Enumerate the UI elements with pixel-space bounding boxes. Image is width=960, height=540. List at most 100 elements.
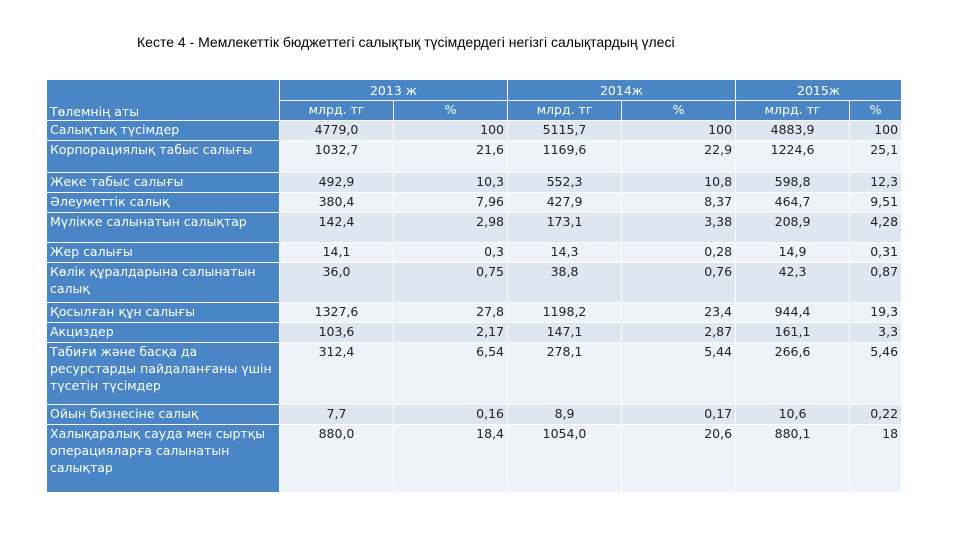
table-row: Халықаралық сауда мен сыртқы операциялар… xyxy=(46,424,903,493)
amount-cell: 492,9 xyxy=(279,172,394,193)
row-label: Ойын бизнесіне салық xyxy=(46,404,280,425)
row-label: Корпорациялық табыс салығы xyxy=(46,140,280,173)
percent-cell: 10,3 xyxy=(392,172,509,193)
percent-cell: 27,8 xyxy=(392,302,509,323)
percent-cell: 0,28 xyxy=(621,242,737,263)
amount-cell: 147,1 xyxy=(507,322,623,343)
percent-cell: 100 xyxy=(392,120,509,141)
unit-2015-amount: млрд. тг xyxy=(735,100,851,121)
table-row: Көлік құралдарына салынатын салық 36,0 0,7… xyxy=(46,262,903,303)
amount-cell: 427,9 xyxy=(507,192,623,213)
percent-cell: 2,87 xyxy=(621,322,737,343)
percent-cell: 6,54 xyxy=(392,342,509,405)
percent-cell: 2,17 xyxy=(392,322,509,343)
row-label: Жер салығы xyxy=(46,242,280,263)
amount-cell: 4779,0 xyxy=(279,120,394,141)
unit-2014-amount: млрд. тг xyxy=(507,100,623,121)
percent-cell: 18,4 xyxy=(392,424,509,493)
amount-cell: 14,1 xyxy=(279,242,394,263)
amount-cell: 173,1 xyxy=(507,212,623,243)
table-row: Корпорациялық табыс салығы 1032,7 21,6 1169… xyxy=(46,140,903,173)
unit-2014-percent: % xyxy=(621,100,737,121)
percent-cell: 0,75 xyxy=(392,262,509,303)
percent-cell: 0,22 xyxy=(849,404,903,425)
percent-cell: 0,87 xyxy=(849,262,903,303)
percent-cell: 0,16 xyxy=(392,404,509,425)
table-row: Табиғи және басқа да ресурстарды пайдала… xyxy=(46,342,903,405)
percent-cell: 0,31 xyxy=(849,242,903,263)
year-2013-header: 2013 ж xyxy=(278,79,509,101)
row-label: Мүлікке салынатын салықтар xyxy=(46,212,280,243)
percent-cell: 100 xyxy=(849,120,903,141)
amount-cell: 14,3 xyxy=(507,242,623,263)
amount-cell: 278,1 xyxy=(507,342,623,405)
unit-2013-amount: млрд. тг xyxy=(279,100,394,121)
amount-cell: 7,7 xyxy=(279,404,394,425)
amount-cell: 161,1 xyxy=(735,322,851,343)
row-label: Көлік құралдарына салынатын салық xyxy=(46,262,280,303)
amount-cell: 1198,2 xyxy=(507,302,623,323)
amount-cell: 1327,6 xyxy=(279,302,394,323)
table-title: Кесте 4 - Мемлекеттік бюджеттегі салықты… xyxy=(137,34,675,50)
row-label: Халықаралық сауда мен сыртқы операциялар… xyxy=(46,424,280,493)
percent-cell: 22,9 xyxy=(621,140,737,173)
percent-cell: 5,46 xyxy=(849,342,903,405)
amount-cell: 1224,6 xyxy=(735,140,851,173)
row-label: Қосылған құн салығы xyxy=(46,302,280,323)
amount-cell: 1032,7 xyxy=(279,140,394,173)
year-2015-header: 2015ж xyxy=(735,79,903,101)
percent-cell: 2,98 xyxy=(392,212,509,243)
amount-cell: 8,9 xyxy=(507,404,623,425)
percent-cell: 100 xyxy=(621,120,737,141)
percent-cell: 0,17 xyxy=(621,404,737,425)
amount-cell: 312,4 xyxy=(279,342,394,405)
percent-cell: 5,44 xyxy=(621,342,737,405)
amount-cell: 10,6 xyxy=(735,404,851,425)
table-row: Акциздер 103,6 2,17 147,1 2,87 161,1 3,3 xyxy=(46,322,903,343)
percent-cell: 3,38 xyxy=(621,212,737,243)
percent-cell: 9,51 xyxy=(849,192,903,213)
row-label: Табиғи және басқа да ресурстарды пайдала… xyxy=(46,342,280,405)
row-label: Салықтық түсімдер xyxy=(46,120,280,141)
unit-2015-percent: % xyxy=(849,100,903,121)
amount-cell: 552,3 xyxy=(507,172,623,193)
amount-cell: 14,9 xyxy=(735,242,851,263)
percent-cell: 0,76 xyxy=(621,262,737,303)
tax-revenue-table: Төлемнің аты 2013 ж 2014ж 2015ж млрд. тг… xyxy=(46,79,903,493)
unit-2013-percent: % xyxy=(392,100,509,121)
amount-cell: 42,3 xyxy=(735,262,851,303)
amount-cell: 4883,9 xyxy=(735,120,851,141)
row-label: Жеке табыс салығы xyxy=(46,172,280,193)
percent-cell: 3,3 xyxy=(849,322,903,343)
amount-cell: 1169,6 xyxy=(507,140,623,173)
table-row: Жеке табыс салығы 492,9 10,3 552,3 10,8 598,8… xyxy=(46,172,903,193)
percent-cell: 18 xyxy=(849,424,903,493)
percent-cell: 21,6 xyxy=(392,140,509,173)
amount-cell: 880,1 xyxy=(735,424,851,493)
percent-cell: 0,3 xyxy=(392,242,509,263)
amount-cell: 464,7 xyxy=(735,192,851,213)
percent-cell: 8,37 xyxy=(621,192,737,213)
percent-cell: 7,96 xyxy=(392,192,509,213)
header-name-column: Төлемнің аты xyxy=(46,79,280,121)
amount-cell: 5115,7 xyxy=(507,120,623,141)
table-row: Қосылған құн салығы 1327,6 27,8 1198,2 23,4 9… xyxy=(46,302,903,323)
amount-cell: 142,4 xyxy=(279,212,394,243)
percent-cell: 19,3 xyxy=(849,302,903,323)
amount-cell: 208,9 xyxy=(735,212,851,243)
percent-cell: 12,3 xyxy=(849,172,903,193)
amount-cell: 103,6 xyxy=(279,322,394,343)
year-2014-header: 2014ж xyxy=(507,79,737,101)
amount-cell: 944,4 xyxy=(735,302,851,323)
percent-cell: 23,4 xyxy=(621,302,737,323)
amount-cell: 598,8 xyxy=(735,172,851,193)
row-label: Акциздер xyxy=(46,322,280,343)
amount-cell: 38,8 xyxy=(507,262,623,303)
amount-cell: 36,0 xyxy=(279,262,394,303)
amount-cell: 1054,0 xyxy=(507,424,623,493)
table-row: Ойын бизнесіне салық 7,7 0,16 8,9 0,17 10,6 0,… xyxy=(46,404,903,425)
amount-cell: 266,6 xyxy=(735,342,851,405)
percent-cell: 10,8 xyxy=(621,172,737,193)
amount-cell: 380,4 xyxy=(279,192,394,213)
percent-cell: 4,28 xyxy=(849,212,903,243)
